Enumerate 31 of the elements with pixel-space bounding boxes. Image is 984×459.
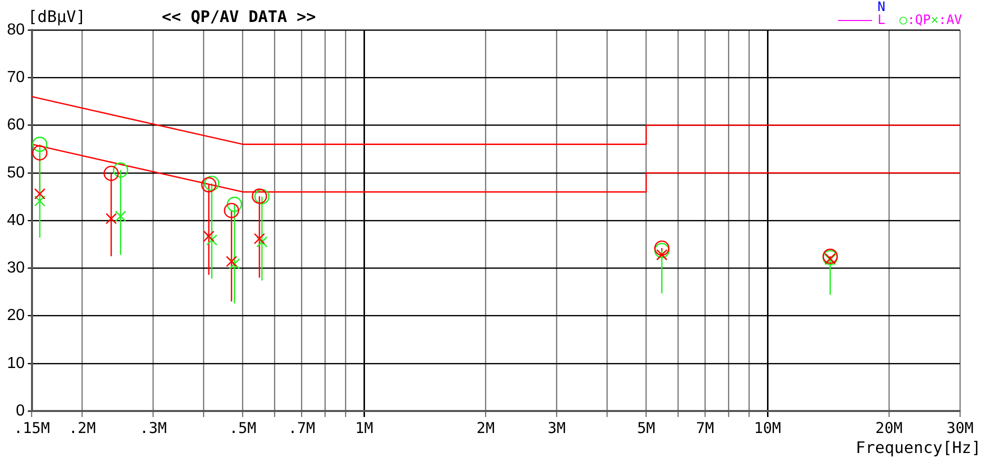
text: L bbox=[878, 13, 886, 28]
text: × bbox=[930, 13, 939, 28]
text: :AV bbox=[938, 13, 962, 28]
y-tick-label: 20 bbox=[7, 307, 25, 324]
chart-title: << QP/AV DATA >> bbox=[162, 7, 316, 26]
x-tick-label: .3M bbox=[140, 418, 167, 437]
x-tick-label: 3M bbox=[548, 418, 566, 437]
x-tick-label: .5M bbox=[229, 418, 256, 437]
x-tick-label: 7M bbox=[696, 418, 714, 437]
y-tick-label: 50 bbox=[7, 164, 25, 182]
x-axis-title: Frequency[Hz] bbox=[856, 438, 981, 458]
text: N bbox=[878, 0, 886, 15]
x-tick-label: 30M bbox=[946, 418, 974, 437]
y-tick-label: 80 bbox=[7, 21, 25, 38]
text: ○ bbox=[899, 13, 908, 28]
text: :QP bbox=[907, 13, 931, 28]
y-axis-title: [dBμV] bbox=[28, 7, 86, 26]
y-tick-label: 70 bbox=[7, 69, 25, 86]
x-tick-label: 20M bbox=[875, 418, 903, 437]
x-tick-label: 2M bbox=[476, 418, 495, 437]
y-tick-label: 30 bbox=[7, 260, 25, 277]
x-tick-label: .15M bbox=[14, 418, 50, 437]
y-tick-label: 60 bbox=[7, 116, 25, 134]
y-tick-label: 40 bbox=[7, 212, 25, 229]
x-tick-label: .2M bbox=[68, 418, 96, 437]
x-tick-label: 1M bbox=[355, 418, 374, 437]
x-tick-label: 10M bbox=[754, 418, 782, 437]
y-tick-label: 0 bbox=[16, 402, 25, 420]
x-tick-label: .7M bbox=[288, 418, 316, 437]
y-tick-label: 10 bbox=[7, 354, 25, 372]
x-tick-label: 5M bbox=[637, 418, 656, 437]
